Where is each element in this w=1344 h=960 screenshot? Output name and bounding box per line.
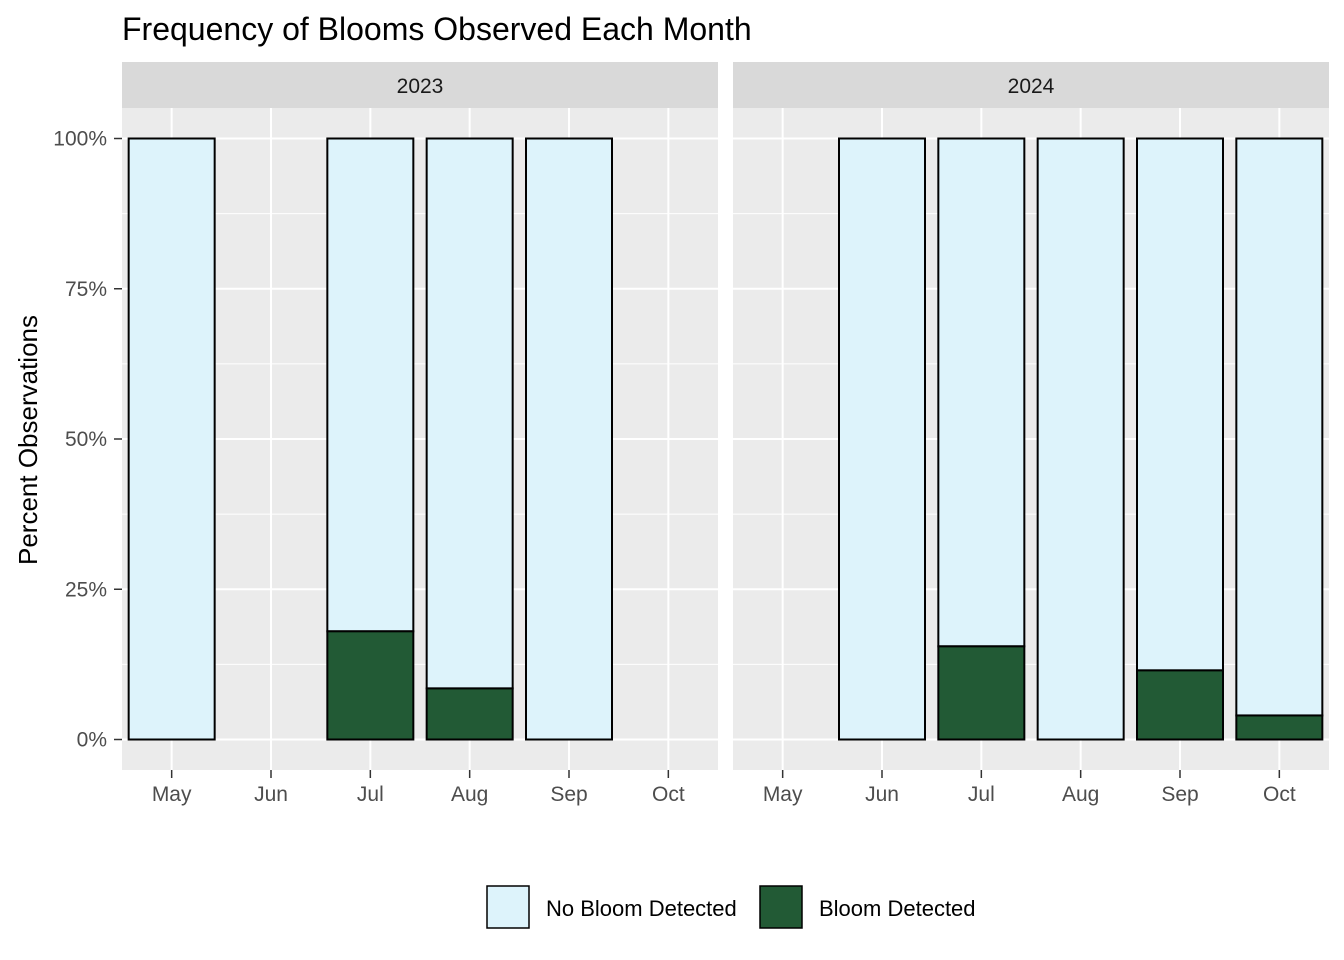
bar-no-bloom-2023-May: [127, 137, 216, 741]
bar-no-bloom-2023-Sep: [525, 137, 613, 741]
bar-bloom-2023-Jul: [326, 630, 415, 741]
x-tick-label: May: [152, 783, 192, 806]
bar-bloom-2024-Sep: [1136, 669, 1224, 741]
facet-panel-2023: 2023 May Jun Jul Aug Sep Oct: [122, 62, 718, 806]
bar-no-bloom-2024-Jun: [838, 137, 926, 741]
x-tick-label: Aug: [451, 783, 488, 806]
y-tick-label: 0%: [77, 729, 107, 752]
facet-label: 2023: [397, 75, 444, 98]
bar-no-bloom-2024-Jul: [937, 137, 1026, 648]
bar-bloom-2024-Jul: [937, 645, 1026, 741]
facet-strip: [733, 62, 1329, 108]
x-tick-label: Sep: [1161, 783, 1198, 806]
bar-bloom-2024-Oct: [1235, 714, 1324, 741]
y-tick-label: 75%: [65, 278, 107, 301]
bar-no-bloom-2024-Oct: [1235, 137, 1324, 717]
y-tick-label: 100%: [53, 128, 107, 151]
y-axis: 0% 25% 50% 75% 100%: [53, 128, 122, 752]
bar-no-bloom-2024-Aug: [1036, 137, 1125, 741]
legend-label-1: Bloom Detected: [819, 896, 976, 921]
bar-no-bloom-2024-Sep: [1136, 137, 1224, 672]
facet-panels: 2023 May Jun Jul Aug Sep Oct 2024 May Jun Jul Aug Se…: [122, 62, 1329, 806]
bar-no-bloom-2023-Jul: [326, 137, 415, 633]
y-tick-label: 50%: [65, 428, 107, 451]
y-axis-title: Percent Observations: [13, 315, 43, 565]
legend-key-1: [759, 885, 803, 929]
bar-no-bloom-2023-Aug: [425, 137, 514, 690]
x-tick-label: Oct: [652, 783, 685, 806]
x-tick-label: Jun: [254, 783, 288, 806]
y-tick-label: 25%: [65, 578, 107, 601]
x-tick-label: Jul: [968, 783, 995, 806]
facet-panel-2024: 2024 May Jun Jul Aug Sep Oct: [733, 62, 1329, 806]
x-tick-label: Jun: [865, 783, 899, 806]
legend-key-0: [486, 885, 530, 929]
bar-bloom-2023-Aug: [425, 687, 514, 741]
x-tick-label: Sep: [550, 783, 587, 806]
x-tick-label: Oct: [1263, 783, 1296, 806]
facet-strip: [122, 62, 718, 108]
x-tick-label: Aug: [1062, 783, 1099, 806]
legend-label-0: No Bloom Detected: [546, 896, 737, 921]
legend: No Bloom Detected Bloom Detected: [486, 885, 976, 929]
facet-label: 2024: [1008, 75, 1055, 98]
x-tick-label: Jul: [357, 783, 384, 806]
chart-title: Frequency of Blooms Observed Each Month: [122, 11, 752, 47]
x-tick-label: May: [763, 783, 803, 806]
